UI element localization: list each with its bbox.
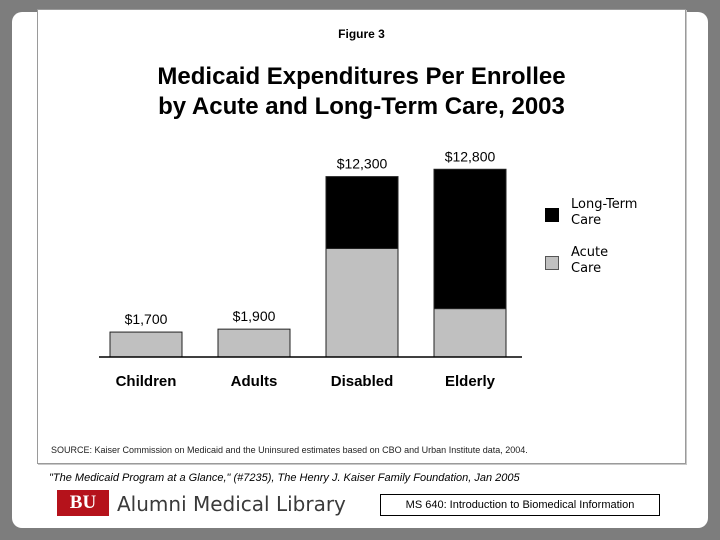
legend-long-term-line-1: Long-Term <box>571 197 638 212</box>
category-label-elderly: Elderly <box>445 373 496 390</box>
legend-label-acute: Acute Care <box>571 245 681 277</box>
chart-title-line-2: by Acute and Long-Term Care, 2003 <box>158 93 565 120</box>
bar-elderly-acute <box>433 308 507 358</box>
citation: "The Medicaid Program at a Glance," (#72… <box>49 472 520 484</box>
category-label-disabled: Disabled <box>331 373 394 390</box>
total-label-adults: $1,900 <box>233 308 276 324</box>
chart-title: Medicaid Expenditures Per Enrollee by Ac… <box>38 62 685 122</box>
legend-acute-line-1: Acute <box>571 245 609 260</box>
bar-elderly-long-term <box>433 168 507 310</box>
legend-swatch-long-term <box>545 208 559 222</box>
total-label-children: $1,700 <box>125 311 168 327</box>
figure-label: Figure 3 <box>338 27 385 41</box>
bar-adults-acute <box>217 328 291 358</box>
stacked-bar-chart: $1,700 Children $1,900 Adults $12,300 Disable… <box>99 148 522 390</box>
legend-swatch-acute <box>545 256 559 270</box>
category-label-children: Children <box>116 373 177 390</box>
total-label-elderly: $12,800 <box>445 148 496 164</box>
legend-acute-line-2: Care <box>571 261 602 276</box>
bar-children-acute <box>109 331 183 358</box>
bu-logo: BU <box>57 490 109 516</box>
bar-disabled-acute <box>325 247 399 358</box>
total-label-disabled: $12,300 <box>337 156 388 172</box>
category-label-adults: Adults <box>231 373 278 390</box>
course-label: MS 640: Introduction to Biomedical Infor… <box>380 494 660 516</box>
library-name: Alumni Medical Library <box>117 492 346 516</box>
chart-title-line-1: Medicaid Expenditures Per Enrollee <box>157 63 566 90</box>
legend-long-term-line-2: Care <box>571 213 602 228</box>
legend-label-long-term: Long-Term Care <box>571 197 681 229</box>
source-note: SOURCE: Kaiser Commission on Medicaid an… <box>51 445 528 455</box>
figure-panel: Figure 3 Medicaid Expenditures Per Enrol… <box>37 9 686 464</box>
bar-disabled-long-term <box>325 176 399 249</box>
